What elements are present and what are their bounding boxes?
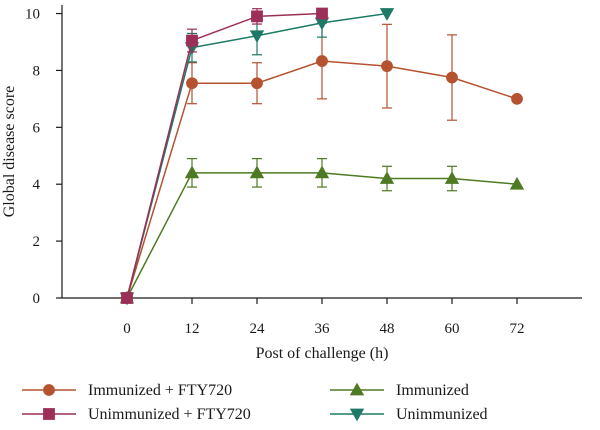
data-point (249, 30, 265, 44)
y-tick-label: 8 (33, 63, 41, 79)
data-point (446, 71, 458, 84)
legend-item: Immunized (330, 382, 469, 399)
series-line (126, 12, 323, 299)
legend-item: Unimmunized (330, 406, 488, 423)
x-tick-label: 36 (315, 321, 331, 337)
x-tick-label: 48 (380, 321, 395, 337)
data-point (444, 171, 460, 184)
y-tick-label: 0 (33, 291, 41, 307)
y-tick-label: 2 (33, 234, 41, 250)
data-point (314, 165, 330, 179)
x-tick-label: 12 (185, 321, 200, 337)
series-line (126, 12, 388, 299)
data-point (316, 7, 328, 20)
series-triangle-down (119, 8, 395, 306)
data-point (511, 92, 523, 105)
data-point (379, 171, 395, 184)
series-square (121, 7, 328, 304)
legend-item: Unimmunized + FTY720 (22, 406, 251, 423)
legend-label: Unimmunized + FTY720 (88, 406, 251, 423)
series-line (126, 172, 518, 299)
legend-item: Immunized + FTY720 (22, 382, 232, 399)
series-triangle-up (119, 158, 525, 304)
data-point (316, 55, 328, 67)
x-axis-title: Post of challenge (h) (256, 345, 389, 362)
legend-label: Immunized (396, 382, 469, 399)
legend-marker (43, 384, 55, 396)
x-tick-label: 0 (123, 321, 131, 337)
legend-label: Unimmunized (396, 406, 488, 423)
data-point (249, 165, 265, 179)
data-point (186, 34, 198, 47)
data-point (381, 60, 393, 73)
legend-marker (349, 382, 365, 396)
x-tick-label: 24 (250, 321, 266, 337)
y-tick-label: 6 (33, 120, 41, 136)
legend-label: Immunized + FTY720 (88, 382, 232, 399)
legend: Immunized + FTY720 Unimmunized + FTY720 Im… (22, 382, 488, 423)
y-tick-label: 4 (33, 177, 41, 193)
legend-marker (43, 408, 55, 420)
data-point (184, 165, 200, 179)
series-layer (119, 7, 525, 306)
data-point (121, 292, 133, 304)
data-point (379, 8, 395, 21)
y-axis-title: Global disease score (1, 86, 18, 218)
data-point (251, 77, 263, 90)
legend-marker (349, 408, 365, 422)
data-point (509, 176, 525, 190)
x-tick-label: 60 (445, 321, 460, 337)
y-tick-label: 10 (25, 7, 40, 23)
data-point (186, 77, 198, 90)
data-point (251, 10, 263, 23)
x-tick-label: 72 (510, 321, 525, 337)
